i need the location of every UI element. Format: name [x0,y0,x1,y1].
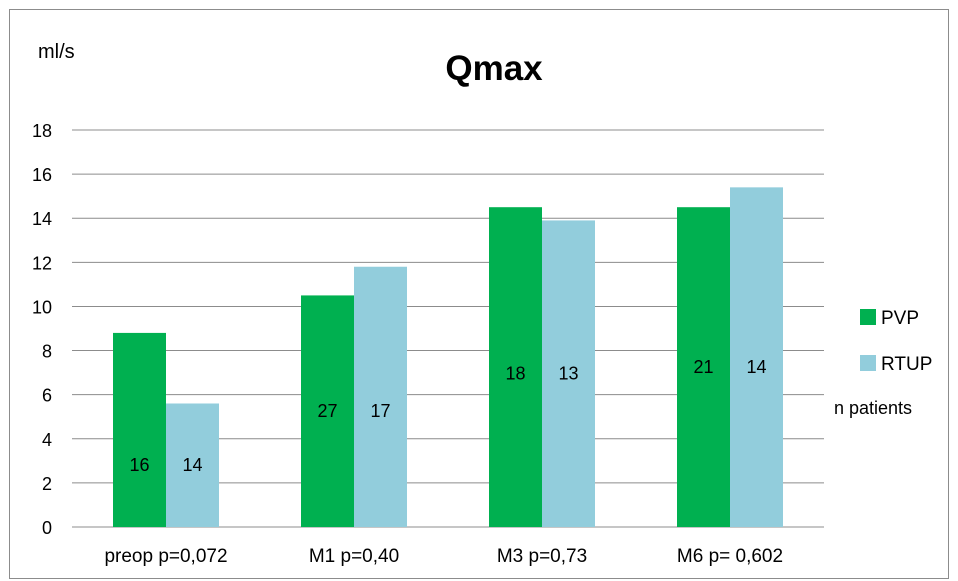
bar-rtup [166,403,219,527]
x-tick-label: preop p=0,072 [104,546,227,567]
x-tick-label: M6 p= 0,602 [677,546,783,567]
bar-pvp [489,207,542,527]
y-tick-labels: 0 2 4 6 8 10 12 14 16 18 [32,121,52,538]
n-label: 14 [746,357,766,377]
n-label: 14 [182,455,202,475]
legend-label-rtup: RTUP [881,354,932,375]
n-label: 17 [370,401,390,421]
n-label: 21 [693,357,713,377]
y-tick-label: 4 [42,430,52,450]
y-tick-label: 6 [42,386,52,406]
legend-label-pvp: PVP [881,308,919,329]
legend-note: n patients [834,398,912,418]
y-tick-label: 16 [32,165,52,185]
chart-frame [9,9,949,579]
n-label: 16 [129,455,149,475]
legend: PVP RTUP [860,308,932,375]
n-label: 27 [317,401,337,421]
bar-rtup [730,187,783,527]
x-tick-label: M1 p=0,40 [309,546,399,567]
bar-pvp [113,332,166,527]
bars [113,187,783,527]
y-tick-label: 18 [32,121,52,141]
bar-pvp [677,207,730,527]
bar-pvp [301,295,354,527]
legend-swatch-pvp [860,309,876,325]
y-tick-label: 2 [42,474,52,494]
bar-rtup [354,266,407,527]
y-axis-label: ml/s [38,41,75,63]
chart-title: Qmax [445,49,543,88]
legend-swatch-rtup [860,355,876,371]
y-tick-label: 8 [42,342,52,362]
bar-rtup [542,220,595,527]
y-tick-label: 0 [42,518,52,538]
x-tick-labels: preop p=0,072 M1 p=0,40 M3 p=0,73 M6 p= 0,6… [104,546,783,567]
y-tick-label: 12 [32,253,52,273]
n-labels: 16 14 27 17 18 13 21 14 [129,357,766,475]
n-label: 13 [558,364,578,384]
n-label: 18 [505,364,525,384]
y-tick-label: 14 [32,209,52,229]
x-tick-label: M3 p=0,73 [497,546,587,567]
y-tick-label: 10 [32,297,52,317]
